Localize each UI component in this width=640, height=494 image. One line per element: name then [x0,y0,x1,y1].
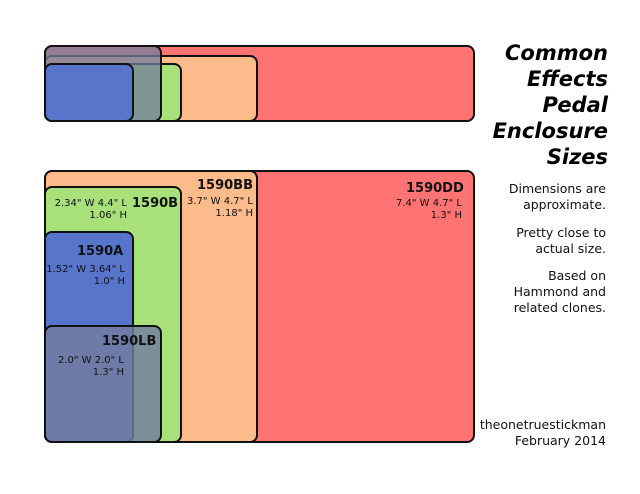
title-line: Sizes [546,145,608,169]
label-1590DD: 1590DD [406,181,464,196]
note-line: Hammond and [513,284,606,299]
dims-1590BB: 3.7" W 4.7" L 1.18" H [187,196,253,220]
dims-1590A-wl: 1.52" W 3.64" L [46,264,125,275]
dims-1590B: 2.34" W 4.4" L 1.06" H [55,198,127,222]
dims-1590A: 1.52" W 3.64" L 1.0" H [46,264,125,288]
title-line: Common [505,41,608,65]
dims-1590B-wl: 2.34" W 4.4" L [54,198,127,209]
dims-1590A-h: 1.0" H [93,276,125,287]
note-line: Based on [548,268,606,283]
note-based-on: Based on Hammond and related clones. [514,268,606,316]
side-1590A [44,63,134,122]
label-1590BB: 1590BB [197,178,253,193]
label-1590LB: 1590LB [102,334,157,349]
note-line: approximate. [523,197,606,212]
box-1590LB [44,325,162,443]
credit: theonetruestickman February 2014 [480,417,606,449]
note-dimensions: Dimensions are approximate. [509,181,606,213]
label-1590B: 1590B [132,196,179,211]
note-line: actual size. [535,241,606,256]
title-line: Pedal [542,93,608,117]
dims-1590DD-h: 1.3" H [430,210,462,221]
dims-1590B-h: 1.06" H [89,210,127,221]
note-line: Dimensions are [508,181,606,196]
dims-1590LB: 2.0" W 2.0" L 1.3" H [58,355,124,379]
title-line: Effects [526,67,608,91]
title-line: Enclosure [492,119,608,143]
credit-author: theonetruestickman [479,417,606,432]
credit-date: February 2014 [514,433,606,448]
dims-1590LB-wl: 2.0" W 2.0" L [57,355,124,366]
dims-1590LB-h: 1.3" H [92,367,124,378]
label-1590A: 1590A [77,244,124,259]
note-actual-size: Pretty close to actual size. [516,225,606,257]
note-line: related clones. [513,300,606,315]
dims-1590DD-wl: 7.4" W 4.7" L [395,198,462,209]
note-line: Pretty close to [516,225,606,240]
dims-1590BB-wl: 3.7" W 4.7" L [186,196,253,207]
page-title: Common Effects Pedal Enclosure Sizes [493,40,608,170]
dims-1590DD: 7.4" W 4.7" L 1.3" H [396,198,462,222]
dims-1590BB-h: 1.18" H [215,208,253,219]
